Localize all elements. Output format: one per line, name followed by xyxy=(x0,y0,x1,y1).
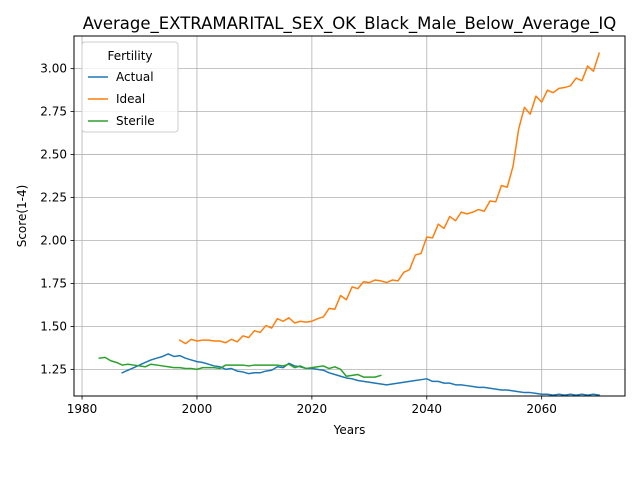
chart-title: Average_EXTRAMARITAL_SEX_OK_Black_Male_B… xyxy=(83,14,616,34)
y-tick-label: 2.00 xyxy=(40,233,67,247)
x-axis-label: Years xyxy=(333,423,366,437)
legend-box xyxy=(81,41,179,133)
x-tick-label: 1980 xyxy=(67,402,98,416)
series-line-ideal xyxy=(178,52,601,345)
x-tick-label: 2040 xyxy=(412,402,443,416)
series-line-actual xyxy=(121,353,600,396)
legend-entries: Actual Ideal Sterile xyxy=(88,70,155,128)
y-tick-label: 2.75 xyxy=(40,105,67,119)
series-line-sterile xyxy=(98,356,382,378)
legend: Fertility Actual Ideal Sterile xyxy=(81,41,179,133)
y-tick-label: 1.50 xyxy=(40,319,67,333)
x-tick-label: 2000 xyxy=(182,402,213,416)
y-tick-label: 2.25 xyxy=(40,191,67,205)
y-tick-label: 2.50 xyxy=(40,148,67,162)
plot-frame xyxy=(73,35,626,397)
y-tick-label: 3.00 xyxy=(40,62,67,76)
axis-ticks: 1980 2000 2020 2040 2060 1.25 1.50 1.75 2.00 2.25… xyxy=(40,62,557,416)
x-tick-label: 2020 xyxy=(297,402,328,416)
y-axis-label: Score(1-4) xyxy=(15,185,29,248)
y-tick-label: 1.25 xyxy=(40,362,67,376)
legend-title: Fertility xyxy=(107,49,152,63)
legend-label-sterile: Sterile xyxy=(116,114,155,128)
grid xyxy=(74,36,625,396)
legend-label-ideal: Ideal xyxy=(116,92,145,106)
y-tick-label: 1.75 xyxy=(40,276,67,290)
series-lines xyxy=(98,52,601,396)
legend-label-actual: Actual xyxy=(116,70,154,84)
x-tick-label: 2060 xyxy=(526,402,557,416)
